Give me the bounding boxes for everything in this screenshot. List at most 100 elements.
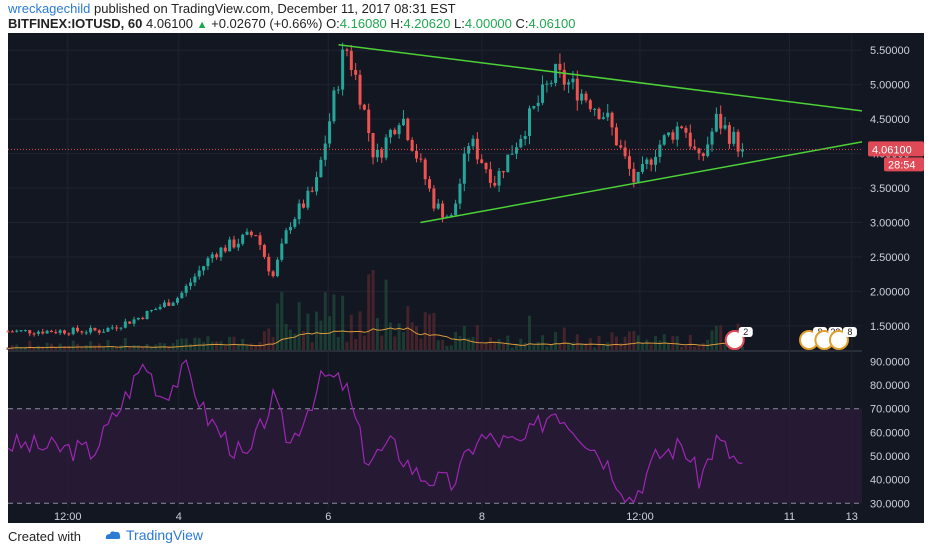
candle xyxy=(632,168,636,183)
candle xyxy=(228,239,232,252)
event-count-box xyxy=(738,327,753,337)
candle xyxy=(49,330,53,333)
chart-canvas[interactable]: 5.50000 5.00000 4.50000 4.00000 3.50000 3.000… xyxy=(0,0,932,523)
volume-bar xyxy=(19,347,23,350)
volume-bar xyxy=(740,346,744,350)
candle xyxy=(636,171,640,183)
volume-bar xyxy=(149,347,153,350)
candle xyxy=(306,190,310,208)
candle xyxy=(697,148,701,154)
volume-bar xyxy=(393,336,397,350)
volume-bar xyxy=(54,346,58,350)
candle xyxy=(562,69,566,85)
volume-bar xyxy=(323,292,327,350)
candle xyxy=(658,144,662,157)
candle xyxy=(714,113,718,132)
price-tick-label: 2.00000 xyxy=(870,286,910,298)
ohlc-line: BITFINEX:IOTUSD, 60 4.06100 ▲ +0.02670 (… xyxy=(8,16,576,31)
volume-bar xyxy=(575,334,579,350)
volume-bar xyxy=(267,328,271,350)
volume-bar xyxy=(158,342,162,350)
volume-bar xyxy=(606,342,610,350)
volume-bar xyxy=(228,336,232,350)
volume-bar xyxy=(675,336,679,350)
time-tick-label: 8 xyxy=(479,511,485,523)
volume-bar xyxy=(680,346,684,350)
candle xyxy=(519,139,523,148)
time-tick-label: 12:00 xyxy=(54,511,82,523)
volume-bar xyxy=(275,303,279,350)
candle xyxy=(115,327,119,329)
candle xyxy=(441,203,445,218)
volume-bar xyxy=(441,339,445,350)
volume-bar xyxy=(336,337,340,350)
volume-bar xyxy=(671,335,675,350)
volume-bar xyxy=(649,344,653,350)
volume-bar xyxy=(345,341,349,350)
tradingview-brand[interactable]: TradingView xyxy=(104,527,203,543)
candle xyxy=(15,330,19,332)
volume-bar xyxy=(567,343,571,350)
candle xyxy=(106,328,110,332)
candle xyxy=(45,330,49,334)
volume-bar xyxy=(315,311,319,350)
candle xyxy=(514,147,518,154)
price-axis-bg xyxy=(862,33,924,523)
candle xyxy=(497,170,501,186)
volume-bar xyxy=(610,332,614,350)
author-link[interactable]: wreckagechild xyxy=(8,1,91,16)
volume-bar xyxy=(593,347,597,350)
open-label: O: xyxy=(326,16,340,31)
volume-bar xyxy=(640,343,644,350)
volume-bar xyxy=(706,339,710,350)
candle xyxy=(10,331,14,333)
candle xyxy=(671,132,675,140)
candle xyxy=(371,132,375,158)
candle xyxy=(510,153,514,155)
volume-bar xyxy=(306,313,310,350)
volume-ma-line xyxy=(7,327,743,350)
candle xyxy=(119,327,123,329)
candle xyxy=(206,258,210,267)
candle xyxy=(484,162,488,170)
candle xyxy=(567,82,571,85)
volume-bar xyxy=(597,335,601,350)
volume-bar xyxy=(475,324,479,350)
volume-bar xyxy=(388,322,392,350)
candle xyxy=(62,330,66,334)
candle xyxy=(158,307,162,310)
candle xyxy=(575,78,579,101)
volume-bar xyxy=(202,342,206,350)
candle xyxy=(662,135,666,145)
candle xyxy=(541,84,545,103)
volume-bar xyxy=(6,347,10,350)
candle xyxy=(84,332,88,334)
price-tick-label: 4.50000 xyxy=(870,114,910,126)
candle xyxy=(619,145,623,148)
candle xyxy=(210,254,214,259)
rsi-tick-label: 70.0000 xyxy=(870,404,910,416)
rsi-tick-label: 90.0000 xyxy=(870,356,910,368)
volume-bar xyxy=(710,330,714,350)
candle xyxy=(123,321,127,328)
volume-bar xyxy=(371,270,375,350)
volume-bar xyxy=(167,346,171,350)
volume-bar xyxy=(497,339,501,350)
last-price: 4.06100 xyxy=(145,16,193,31)
volume-bar xyxy=(436,340,440,350)
candle xyxy=(623,147,627,157)
volume-bar xyxy=(723,341,727,350)
volume-bar xyxy=(549,344,553,350)
candle xyxy=(536,102,540,107)
volume-bar xyxy=(419,338,423,350)
candle xyxy=(736,131,740,152)
candle xyxy=(41,331,45,334)
volume-bar xyxy=(719,325,723,350)
publish-line: wreckagechild published on TradingView.c… xyxy=(8,1,456,16)
footer: Created with TradingView xyxy=(0,523,932,550)
candle xyxy=(727,125,731,144)
tradingview-label: TradingView xyxy=(126,527,204,543)
volume-bar xyxy=(141,346,145,350)
candle xyxy=(601,117,605,119)
rsi-band xyxy=(8,408,862,504)
